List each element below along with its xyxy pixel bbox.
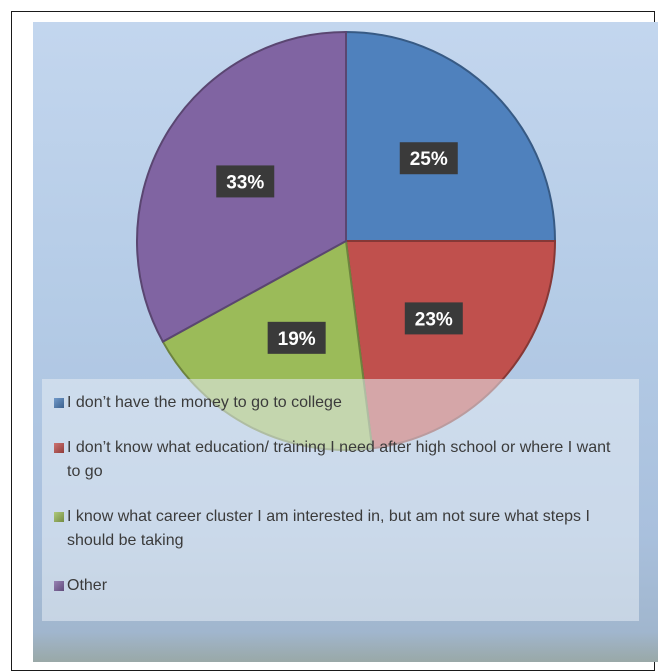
legend-item: I don’t have the money to go to college xyxy=(54,391,627,415)
data-label-box xyxy=(404,302,463,335)
data-label: 23% xyxy=(415,309,453,330)
legend-item: I know what career cluster I am interest… xyxy=(54,505,627,553)
legend-marker xyxy=(54,443,64,453)
legend-marker xyxy=(54,581,64,591)
data-label: 19% xyxy=(278,329,316,350)
data-label: 25% xyxy=(410,149,448,170)
pie-slice xyxy=(345,30,557,242)
legend-item: I don’t know what education/ training I … xyxy=(54,436,627,484)
data-label: 33% xyxy=(226,172,264,193)
legend-marker xyxy=(54,398,64,408)
data-label-box xyxy=(399,142,458,175)
data-label-box xyxy=(216,165,275,198)
legend-label: Other xyxy=(67,577,108,594)
chart-legend: I don’t have the money to go to college … xyxy=(42,379,639,621)
legend-label: I don’t know what education/ training I … xyxy=(67,439,611,480)
legend-label: I know what career cluster I am interest… xyxy=(67,508,590,549)
legend-label: I don’t have the money to go to college xyxy=(67,394,342,411)
legend-item: Other xyxy=(54,574,627,598)
legend-marker xyxy=(54,512,64,522)
data-label-box xyxy=(267,321,326,354)
